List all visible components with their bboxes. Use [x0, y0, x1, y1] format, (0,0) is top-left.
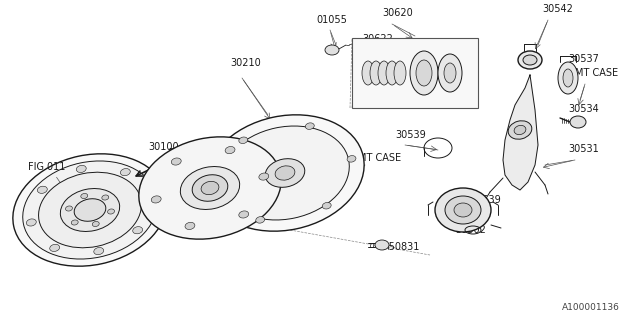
Text: 30100: 30100 [148, 142, 179, 152]
Ellipse shape [144, 194, 154, 201]
Text: 01055: 01055 [316, 15, 347, 25]
Ellipse shape [563, 69, 573, 87]
Ellipse shape [256, 217, 265, 223]
Ellipse shape [108, 209, 115, 214]
Ellipse shape [81, 194, 88, 198]
Bar [352, 38, 478, 108]
Text: 30539: 30539 [395, 130, 426, 140]
Ellipse shape [102, 195, 109, 200]
Ellipse shape [305, 123, 314, 129]
Ellipse shape [50, 244, 60, 252]
Ellipse shape [37, 186, 47, 193]
Ellipse shape [26, 219, 36, 226]
Ellipse shape [120, 169, 131, 176]
Ellipse shape [347, 156, 356, 162]
Ellipse shape [386, 61, 398, 85]
Ellipse shape [435, 188, 491, 232]
Ellipse shape [151, 196, 161, 203]
Ellipse shape [94, 247, 104, 255]
Ellipse shape [74, 199, 106, 221]
Ellipse shape [180, 166, 239, 210]
Ellipse shape [518, 51, 542, 69]
Ellipse shape [221, 126, 349, 220]
Ellipse shape [185, 222, 195, 229]
Ellipse shape [259, 173, 269, 180]
Ellipse shape [323, 203, 331, 209]
Text: 30502: 30502 [455, 225, 486, 235]
Ellipse shape [214, 184, 223, 190]
Text: 30210: 30210 [230, 58, 260, 68]
Text: 30539: 30539 [470, 195, 500, 205]
Ellipse shape [438, 54, 462, 92]
Ellipse shape [65, 206, 72, 211]
Ellipse shape [558, 62, 578, 94]
Ellipse shape [225, 147, 235, 154]
Ellipse shape [60, 188, 120, 231]
Ellipse shape [192, 175, 228, 201]
Ellipse shape [38, 172, 141, 248]
Ellipse shape [514, 125, 526, 135]
Ellipse shape [132, 227, 143, 234]
Text: 30620: 30620 [382, 8, 413, 18]
Text: A100001136: A100001136 [562, 303, 620, 312]
Ellipse shape [239, 211, 249, 218]
Ellipse shape [444, 63, 456, 83]
Text: FIG.011: FIG.011 [28, 162, 65, 172]
Ellipse shape [370, 61, 382, 85]
Polygon shape [503, 75, 538, 190]
Ellipse shape [523, 55, 537, 65]
Ellipse shape [325, 45, 339, 55]
Text: MT CASE: MT CASE [575, 68, 618, 78]
Text: 30542: 30542 [542, 4, 573, 14]
Ellipse shape [508, 121, 532, 139]
Ellipse shape [454, 203, 472, 217]
Ellipse shape [71, 220, 78, 225]
Ellipse shape [265, 159, 305, 187]
Ellipse shape [139, 137, 281, 239]
Ellipse shape [239, 137, 248, 144]
Ellipse shape [201, 181, 219, 195]
Ellipse shape [394, 61, 406, 85]
Text: A50831: A50831 [383, 242, 420, 252]
Ellipse shape [76, 165, 86, 172]
Text: 30534: 30534 [568, 104, 599, 114]
Ellipse shape [410, 51, 438, 95]
Ellipse shape [362, 61, 374, 85]
Ellipse shape [92, 221, 99, 227]
Ellipse shape [445, 196, 481, 224]
Text: 30537: 30537 [568, 54, 599, 64]
Text: 30622: 30622 [362, 34, 393, 44]
Ellipse shape [416, 60, 432, 86]
Ellipse shape [172, 158, 181, 165]
Ellipse shape [375, 240, 389, 250]
Ellipse shape [570, 116, 586, 128]
Text: MT CASE: MT CASE [358, 153, 401, 163]
Ellipse shape [275, 166, 295, 180]
Ellipse shape [13, 154, 167, 266]
Ellipse shape [23, 161, 157, 259]
Text: FRONT: FRONT [168, 148, 204, 158]
Text: 30531: 30531 [568, 144, 599, 154]
Ellipse shape [378, 61, 390, 85]
Ellipse shape [206, 115, 364, 231]
